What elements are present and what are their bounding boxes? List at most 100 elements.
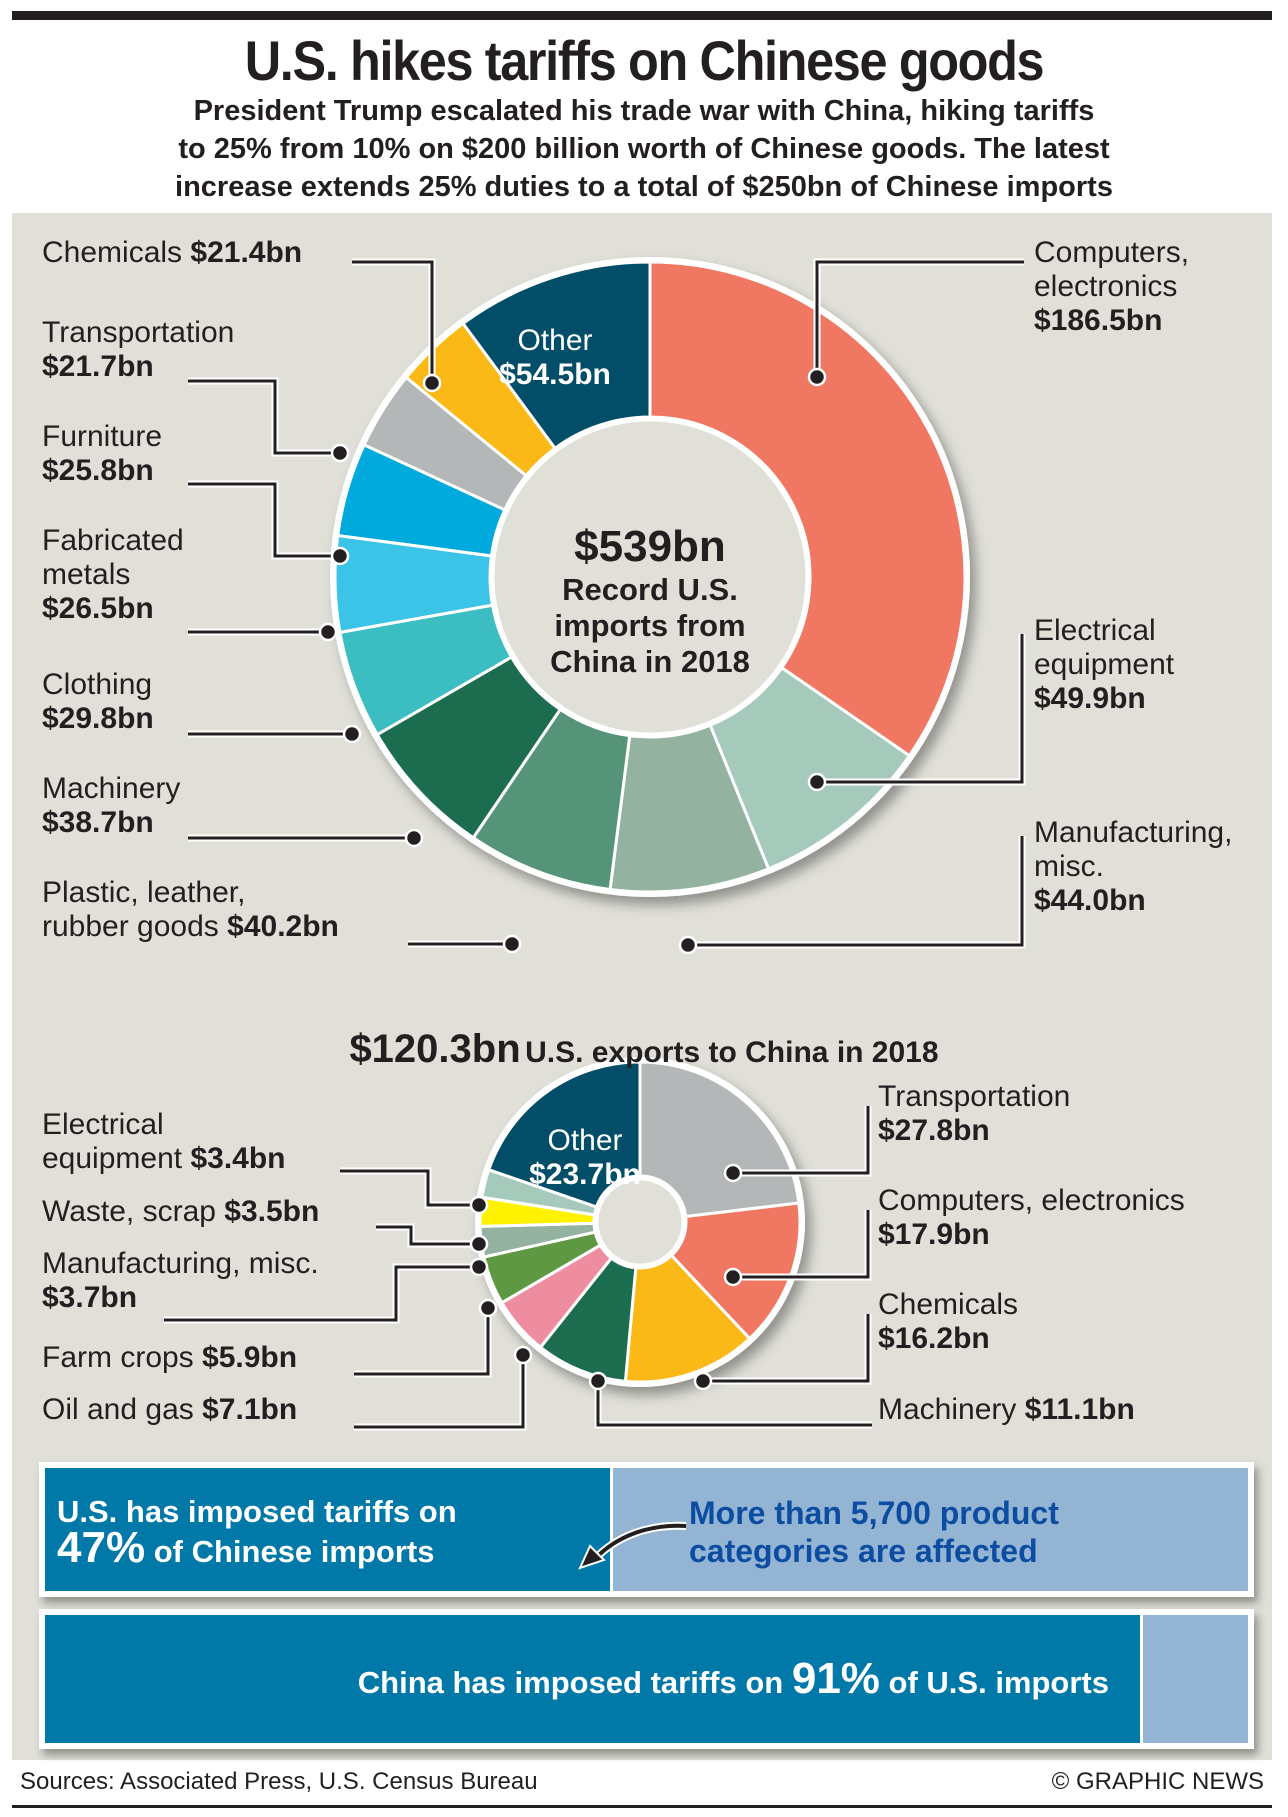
label-value: $38.7bn — [42, 806, 154, 839]
china-tariff-prefix: China has imposed tariffs on — [357, 1665, 784, 1700]
leader-exports-waste-line — [376, 1223, 479, 1248]
leader-imports-manufacturing-dot — [678, 935, 698, 955]
label-value: $23.7bn — [529, 1158, 641, 1191]
leader-imports-computers-dot — [807, 367, 827, 387]
subtitle-line: to 25% from 10% on $200 billion worth of… — [178, 133, 1110, 165]
label-name: equipment — [42, 1142, 183, 1175]
imports-center-line: Record U.S. — [562, 572, 738, 607]
leader-exports-farm-crops-dot — [478, 1298, 498, 1318]
label-name: rubber goods — [42, 910, 219, 943]
leader-exports-machinery-line — [596, 1381, 872, 1427]
label-value: $7.1bn — [202, 1393, 298, 1426]
label-value: $186.5bn — [1034, 304, 1163, 337]
imports-label-furniture: Furniture $25.8bn — [42, 420, 162, 488]
leader-imports-plastic-dot — [502, 934, 522, 954]
china-tariff-bar-fill — [45, 1615, 1140, 1743]
label-value: $16.2bn — [878, 1322, 990, 1355]
exports-label-oil-gas: Oil and gas $7.1bn — [42, 1393, 297, 1427]
product-categories-callout: More than 5,700 product categories are a… — [689, 1494, 1059, 1570]
label-name: Chemicals — [878, 1288, 1019, 1321]
exports-title: $120.3bn U.S. exports to China in 2018 — [0, 1027, 1288, 1072]
exports-donut — [475, 1057, 805, 1387]
leader-imports-manufacturing-line — [688, 836, 1024, 947]
exports-label-machinery: Machinery $11.1bn — [878, 1393, 1135, 1427]
leader-imports-transportation-line — [188, 377, 340, 457]
leader-imports-electrical-line — [817, 634, 1024, 784]
leader-imports-furniture-dot — [330, 546, 350, 566]
leader-imports-machinery-dot — [404, 828, 424, 848]
label-value: $3.5bn — [224, 1195, 320, 1228]
us-tariff-percent: 47% — [57, 1523, 146, 1572]
label-value: $54.5bn — [499, 358, 611, 391]
leader-imports-fabricated-metals-dot — [318, 622, 338, 642]
subtitle-line: increase extends 25% duties to a total o… — [175, 171, 1113, 203]
leader-exports-computers-line — [733, 1210, 870, 1279]
label-name: Other — [517, 324, 593, 357]
imports-label-manufacturing: Manufacturing, misc. $44.0bn — [1034, 816, 1232, 918]
label-value: $27.8bn — [878, 1114, 990, 1147]
leader-exports-electrical-dot — [469, 1195, 489, 1215]
label-value: $25.8bn — [42, 454, 154, 487]
us-tariff-bar: U.S. has imposed tariffs on 47% of Chine… — [39, 1462, 1254, 1597]
label-name: Chemicals — [42, 236, 183, 269]
label-name: Furniture — [42, 420, 163, 453]
label-value: $21.7bn — [42, 350, 154, 383]
leader-exports-transportation-dot — [723, 1163, 743, 1183]
leader-imports-transportation-dot — [330, 443, 350, 463]
imports-label-computers: Computers, electronics $186.5bn — [1034, 236, 1189, 338]
label-name: electronics — [1034, 270, 1178, 303]
label-value: $5.9bn — [202, 1341, 298, 1374]
leader-exports-waste-dot — [469, 1234, 489, 1254]
us-tariff-bar-remainder — [613, 1468, 1248, 1591]
leader-exports-manufacturing-dot — [469, 1257, 489, 1277]
leader-imports-clothing-dot — [342, 724, 362, 744]
label-name: Computers, electronics — [878, 1184, 1185, 1217]
label-name: Machinery — [42, 772, 181, 805]
exports-label-computers: Computers, electronics $17.9bn — [878, 1184, 1185, 1252]
leader-exports-manufacturing-line — [164, 1265, 479, 1322]
exports-label-manufacturing: Manufacturing, misc. $3.7bn — [42, 1247, 319, 1315]
label-name: Clothing — [42, 668, 153, 701]
callout-line2: categories are affected — [689, 1533, 1038, 1569]
leader-imports-chemicals-dot — [422, 373, 442, 393]
imports-center-line: China in 2018 — [550, 644, 750, 679]
label-name: Manufacturing, misc. — [42, 1247, 319, 1280]
label-value: $21.4bn — [190, 236, 303, 269]
leader-imports-computers-line — [815, 260, 1024, 377]
leader-exports-oil-gas-dot — [513, 1345, 533, 1365]
leader-imports-transportation-line — [188, 379, 340, 455]
top-rule — [12, 11, 1272, 20]
leader-exports-farm-crops-line — [354, 1308, 490, 1376]
leader-exports-electrical-line — [340, 1169, 479, 1207]
imports-total: $539bn — [574, 522, 726, 571]
exports-caption: U.S. exports to China in 2018 — [525, 1036, 939, 1069]
label-value: $17.9bn — [878, 1218, 990, 1251]
label-value: $40.2bn — [227, 910, 339, 943]
label-name: misc. — [1034, 850, 1104, 883]
leader-exports-electrical-line — [340, 1167, 479, 1209]
leader-exports-chemicals-line — [703, 1314, 870, 1383]
imports-label-chemicals: Chemicals $21.4bn — [42, 236, 302, 270]
imports-center: $539bn Record U.S. imports from China in… — [490, 522, 810, 680]
callout-line1: More than 5,700 product — [689, 1495, 1059, 1531]
exports-total: $120.3bn — [349, 1027, 521, 1071]
label-name: Machinery — [878, 1393, 1017, 1426]
imports-center-line: imports from — [554, 608, 746, 643]
exports-label-electrical: Electrical equipment $3.4bn — [42, 1108, 286, 1176]
arrow-icon — [578, 1521, 687, 1570]
label-name: Waste, scrap — [42, 1195, 216, 1228]
exports-label-farm-crops: Farm crops $5.9bn — [42, 1341, 297, 1375]
credit: © GRAPHIC NEWS — [1051, 1768, 1264, 1795]
label-value: $11.1bn — [1024, 1393, 1135, 1426]
leader-exports-computers-dot — [723, 1267, 743, 1287]
leader-exports-machinery-line — [594, 1381, 872, 1429]
label-name: Plastic, leather, — [42, 876, 246, 909]
imports-center-hole — [489, 416, 811, 738]
leader-exports-chemicals-dot — [693, 1371, 713, 1391]
bottom-rule — [12, 1805, 1272, 1808]
page-title: U.S. hikes tariffs on Chinese goods — [244, 29, 1045, 92]
leader-imports-furniture-line — [188, 482, 340, 558]
label-name: Fabricated — [42, 524, 184, 557]
us-tariff-bar-fill — [45, 1468, 610, 1591]
